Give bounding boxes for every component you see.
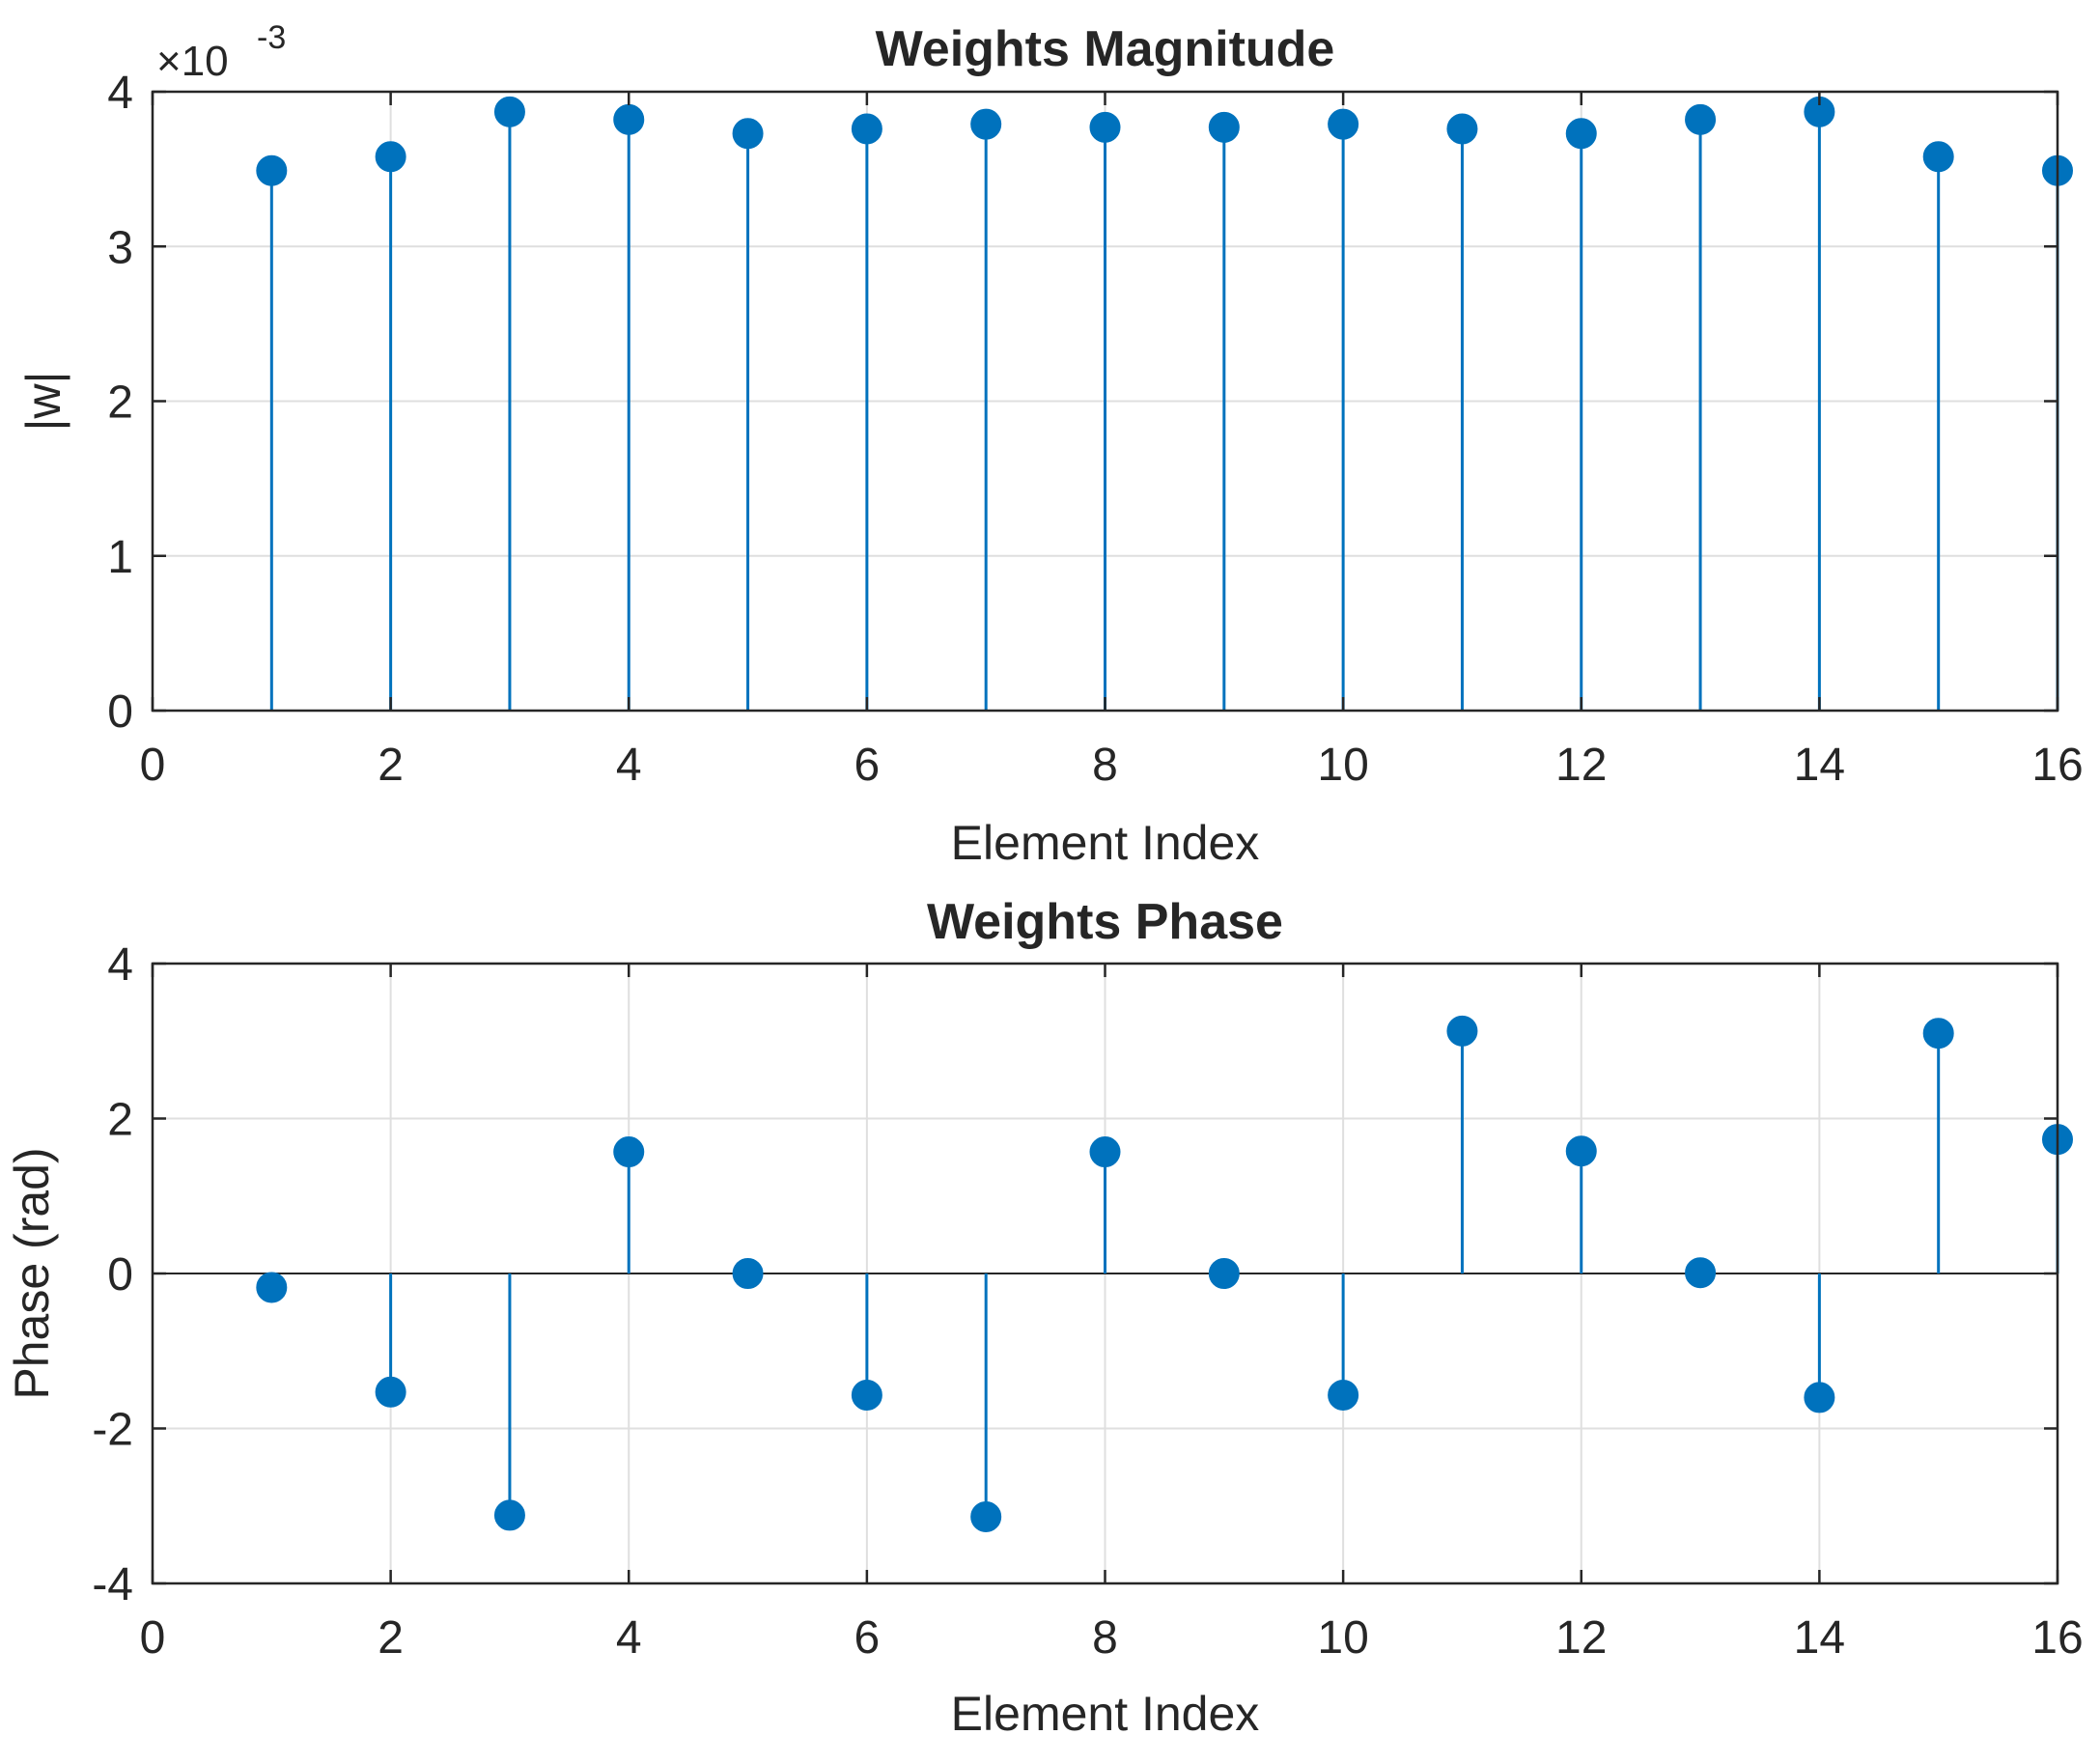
stem-marker <box>1328 1379 1359 1411</box>
y-tick-label: 0 <box>107 1249 133 1301</box>
x-tick-label: 10 <box>1317 1612 1368 1664</box>
stem-marker <box>732 118 764 150</box>
stem-marker <box>493 1499 525 1531</box>
x-tick-label: 16 <box>2031 740 2083 791</box>
stem-marker <box>1804 1382 1835 1413</box>
y-axis-label: |w| <box>16 371 70 431</box>
stem-marker <box>256 154 288 186</box>
stem-marker <box>1685 103 1717 135</box>
stem-marker <box>613 103 645 135</box>
x-tick-label: 16 <box>2031 1612 2083 1664</box>
stem-marker <box>851 1379 882 1411</box>
x-tick-label: 14 <box>1794 740 1845 791</box>
x-tick-label: 8 <box>1092 740 1118 791</box>
stem-marker <box>1565 118 1597 150</box>
stem-marker <box>256 1272 288 1303</box>
stem-marker <box>1208 1258 1240 1289</box>
stem-marker <box>1922 141 1954 173</box>
x-tick-label: 2 <box>378 1612 404 1664</box>
y-tick-label: -2 <box>92 1405 133 1456</box>
x-tick-label: 6 <box>854 740 881 791</box>
y-tick-label: 3 <box>107 222 133 273</box>
x-tick-label: 12 <box>1555 740 1607 791</box>
y-tick-label: 2 <box>107 1095 133 1146</box>
stem-marker <box>375 141 406 173</box>
chart-title: Weights Phase <box>927 894 1283 950</box>
stem-marker <box>1446 113 1478 145</box>
stem-marker <box>375 1376 406 1408</box>
x-tick-label: 4 <box>616 1612 642 1664</box>
stem-marker <box>1565 1135 1597 1167</box>
x-tick-label: 8 <box>1092 1612 1118 1664</box>
x-tick-label: 10 <box>1317 740 1368 791</box>
x-tick-label: 0 <box>140 1612 166 1664</box>
y-tick-label: 0 <box>107 686 133 738</box>
y-tick-label: 4 <box>107 68 133 119</box>
x-tick-label: 4 <box>616 740 642 791</box>
stem-marker <box>851 113 882 145</box>
y-tick-label: 1 <box>107 532 133 583</box>
y-exponent-label: ×10 <box>156 38 229 85</box>
phase-panel: 0 2 4 6 8 10 12 14 16 -4 -2 0 2 4 Weights Phase Element… <box>5 894 2084 1741</box>
x-tick-label: 6 <box>854 1612 881 1664</box>
y-tick-label: 2 <box>107 378 133 429</box>
stem-marker <box>1089 1136 1121 1168</box>
x-tick-label: 2 <box>378 740 404 791</box>
stem-marker <box>970 108 1002 140</box>
stem-marker <box>1922 1018 1954 1049</box>
stem-marker <box>1089 111 1121 143</box>
stem-marker <box>1208 111 1240 143</box>
stem-marker <box>732 1258 764 1289</box>
y-exponent-power: -3 <box>257 19 286 56</box>
stem-marker <box>1446 1015 1478 1047</box>
stem-marker <box>613 1136 645 1168</box>
stem-marker <box>493 96 525 127</box>
chart-title: Weights Magnitude <box>876 21 1335 77</box>
stem-marker <box>1328 108 1359 140</box>
x-tick-label: 12 <box>1555 1612 1607 1664</box>
y-tick-label: -4 <box>92 1559 133 1610</box>
stem-marker <box>970 1500 1002 1532</box>
y-axis-label: Phase (rad) <box>5 1147 59 1399</box>
stem-marker <box>1685 1257 1717 1289</box>
x-tick-label: 14 <box>1794 1612 1845 1664</box>
y-tick-label: 4 <box>107 939 133 991</box>
x-axis-label: Element Index <box>951 1687 1260 1741</box>
x-tick-label: 0 <box>140 740 166 791</box>
x-axis-label: Element Index <box>951 816 1260 870</box>
